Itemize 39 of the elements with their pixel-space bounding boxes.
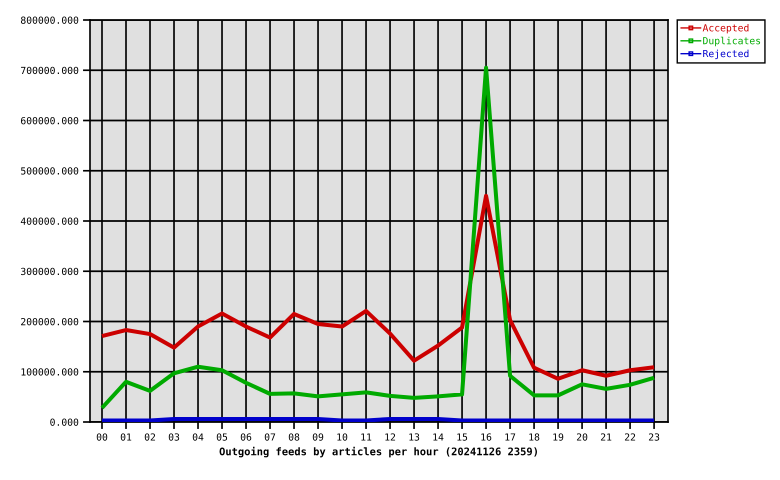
legend-label: Accepted — [702, 24, 748, 34]
x-tick-label: 14 — [433, 433, 444, 441]
x-tick-label: 20 — [576, 433, 588, 441]
x-tick-label: 23 — [648, 433, 660, 441]
x-tick-label: 15 — [457, 433, 468, 441]
x-tick-label: 04 — [192, 433, 204, 441]
x-tick-label: 08 — [288, 433, 300, 441]
x-tick-label: 10 — [337, 433, 348, 441]
y-tick-label: 300000.000 — [21, 268, 78, 276]
x-axis-title: Outgoing feeds by articles per hour (20241126 2359) — [220, 446, 537, 458]
x-tick-label: 22 — [624, 433, 636, 441]
x-tick-label: 21 — [600, 433, 612, 441]
y-tick-label: 800000.000 — [20, 16, 78, 24]
line-series — [100, 66, 656, 410]
x-tick-label: 07 — [264, 433, 276, 441]
x-tick-label: 19 — [553, 433, 564, 441]
x-tick-label: 13 — [409, 433, 420, 441]
x-tick-label: 03 — [168, 433, 180, 441]
y-tick-label: 0.000 — [50, 418, 78, 426]
x-tick-label: 02 — [144, 433, 156, 441]
legend-label: Rejected — [703, 50, 748, 60]
x-tick-label: 06 — [240, 433, 252, 441]
x-tick-label: 05 — [216, 433, 228, 441]
x-tick-label: 11 — [361, 433, 372, 441]
y-tick-label: 600000.000 — [20, 117, 78, 124]
x-tick-label: 00 — [96, 433, 108, 441]
x-tick-label: 09 — [312, 433, 324, 441]
legend-label: Duplicates — [703, 36, 760, 46]
y-tick-label: 200000.000 — [21, 318, 78, 326]
y-tick-label: 500000.000 — [21, 167, 78, 175]
x-tick-label: 01 — [120, 433, 132, 441]
x-tick-label: 17 — [505, 433, 516, 441]
y-tick-label: 100000.000 — [22, 368, 78, 376]
x-tick-label: 18 — [529, 433, 540, 441]
x-tick-label: 12 — [385, 433, 396, 441]
y-tick-label: 700000.000 — [21, 66, 78, 74]
line-series — [100, 194, 656, 381]
y-tick-label: 400000.000 — [20, 218, 78, 225]
x-tick-label: 16 — [481, 433, 492, 441]
